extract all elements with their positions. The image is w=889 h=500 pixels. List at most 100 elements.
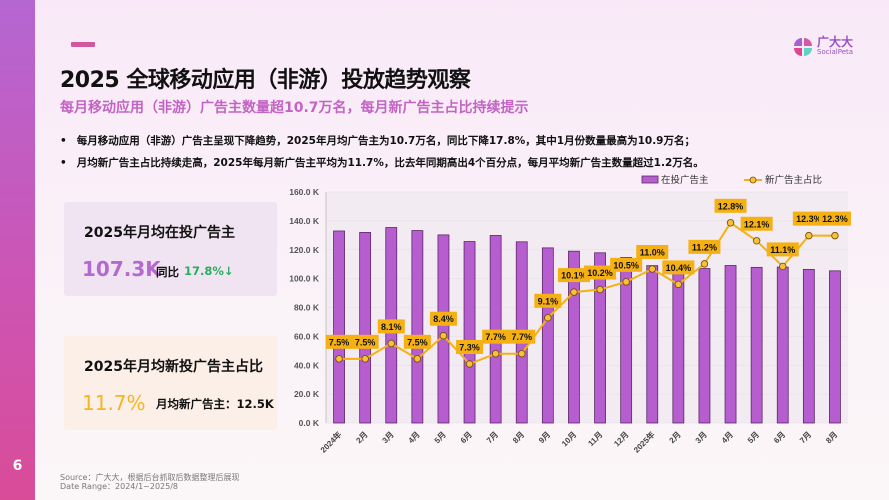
line-series [339,221,835,366]
bar [411,230,424,424]
data-label-bg [792,211,825,226]
x-tick-label: 2月 [668,430,683,445]
x-tick-label: 3月 [380,430,395,445]
line-point [518,350,526,358]
x-tick-label: 8月 [511,430,526,445]
data-label-bg [766,242,799,257]
data-label: 11.1% [770,245,795,255]
x-tick-label: 6月 [772,430,787,445]
data-label-bg [377,319,405,334]
bar [489,235,502,424]
data-label: 8.4% [433,314,454,324]
data-label: 7.5% [407,337,428,347]
y-tick-label: 60.0 K [294,331,320,341]
line-point [648,265,656,273]
legend-bar-swatch [641,175,659,184]
card-title: 2025年月均在投广告主 [84,225,235,241]
bar [359,232,372,424]
x-tick-label: 7月 [485,430,500,445]
bullet-list: 每月移动应用（非游）广告主呈现下降趋势，2025年月均广告主为10.7万名，同比… [60,130,704,174]
data-label-bg [325,334,353,349]
bar [646,265,659,424]
bar [776,266,789,424]
y-tick-label: 120.0 K [289,245,320,255]
line-point [491,350,500,358]
line-point [831,231,839,240]
data-label-bg [557,268,590,283]
line-point [622,278,630,286]
legend-line-marker [749,176,757,184]
bar [672,272,685,424]
data-label: 10.1% [561,271,587,281]
bar [541,247,554,424]
bullet-item: 每月移动应用（非游）广告主呈现下降趋势，2025年月均广告主为10.7万名，同比… [60,130,704,152]
compare-value: 17.8%↓ [184,264,234,278]
bar [698,268,711,424]
data-label-bg [456,339,484,354]
x-tick-label: 3月 [694,430,709,445]
x-tick-label: 4月 [407,430,422,445]
data-label-bg [534,293,562,308]
line-point [700,260,709,268]
data-label: 9.1% [538,296,559,306]
legend-line-label: 新广告主占比 [765,174,822,186]
bar [802,268,815,424]
data-label-bg [482,329,510,344]
data-label: 10.5% [613,260,639,270]
bar [463,241,476,424]
line-point [544,314,552,322]
logo-name: 广大大 [817,35,854,49]
x-tick-label: 10月 [560,430,578,448]
x-tick-label: 5月 [433,430,448,445]
data-label-bg [584,265,617,280]
bullet-item: 月均新广告主占比持续走高，2025年每月新广告主平均为11.7%，比去年同期高出… [60,152,704,174]
x-tick-label: 2月 [354,430,369,445]
logo-sub: SocialPeta [817,48,854,56]
line-point [726,219,735,227]
y-tick-label: 80.0 K [294,303,320,313]
data-label-bg [429,311,457,326]
x-tick-label: 9月 [537,430,552,445]
data-label-bg [662,260,695,275]
bar [437,234,450,424]
line-point [465,360,474,368]
y-tick-label: 20.0 K [294,389,320,399]
data-label-bg [403,334,431,349]
card-extra: 月均新广告主：12.5K [156,397,274,411]
line-point [570,288,578,296]
line-point [335,355,343,363]
y-tick-label: 100.0 K [289,274,320,284]
line-point [779,262,787,271]
x-tick-label: 8月 [824,430,839,445]
line-point [674,280,683,289]
bar [750,266,763,424]
x-tick-label: 7月 [798,430,813,445]
data-label-bg [351,334,379,349]
data-label: 12.8% [718,201,744,211]
x-tick-label: 11月 [586,430,604,448]
data-label: 7.7% [485,332,506,342]
data-label-bg [714,198,747,213]
data-label: 12.1% [744,219,770,229]
line-point [596,285,604,294]
data-label-bg [610,257,643,272]
compare-label: 同比 [156,265,179,279]
data-label: 7.7% [511,332,532,342]
y-tick-label: 40.0 K [294,360,320,370]
page-title: 2025 全球移动应用（非游）投放趋势观察 [60,68,471,93]
data-label: 12.3% [796,214,822,224]
legend-bar-label: 在投广告主 [661,174,709,186]
bar [594,252,606,424]
bar [724,265,737,424]
bar [620,257,633,424]
page-number: 6 [12,458,23,474]
data-label-bg [508,329,536,344]
line-point [413,355,422,363]
data-label: 7.3% [459,342,480,352]
data-label-bg [688,239,721,254]
card-title: 2025年月均新投广告主占比 [84,359,263,375]
data-label: 8.1% [381,322,402,332]
y-tick-label: 140.0 K [289,216,320,226]
bar [568,250,580,424]
bar [333,230,345,424]
